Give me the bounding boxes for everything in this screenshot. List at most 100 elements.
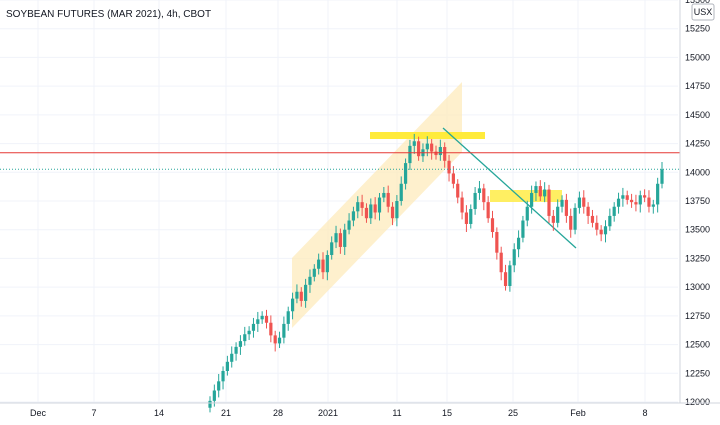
candle-body xyxy=(638,195,642,205)
y-tick-label: 15000 xyxy=(685,52,710,62)
candle xyxy=(217,373,221,398)
x-tick-label: Dec xyxy=(30,408,47,418)
candle-body xyxy=(338,233,342,247)
y-tick-label: 15250 xyxy=(685,24,710,34)
candle xyxy=(338,228,342,254)
candle-body xyxy=(325,254,329,273)
candle xyxy=(499,246,503,281)
candle xyxy=(277,331,282,349)
candle-body xyxy=(477,188,482,193)
candle xyxy=(482,183,486,211)
candle xyxy=(560,195,564,213)
candle xyxy=(660,161,664,189)
candle xyxy=(330,236,334,260)
candle-body xyxy=(582,197,586,207)
candle-body xyxy=(660,169,664,184)
candle xyxy=(417,136,421,161)
candle xyxy=(629,193,634,208)
candle xyxy=(356,196,360,219)
candle-body xyxy=(230,353,234,362)
y-tick-label: 13500 xyxy=(685,225,710,235)
candle xyxy=(321,252,325,280)
y-axis-panel[interactable] xyxy=(680,0,720,425)
candle-body xyxy=(417,141,421,157)
candle xyxy=(360,194,364,216)
candle xyxy=(590,209,595,228)
candle-body xyxy=(460,197,464,213)
currency-button[interactable]: USX xyxy=(691,3,715,21)
candle xyxy=(512,243,516,273)
candle-body xyxy=(569,215,573,230)
candle xyxy=(490,210,495,238)
candle xyxy=(595,215,599,236)
candle xyxy=(395,195,399,227)
candle-body xyxy=(451,173,455,184)
candle-body xyxy=(656,183,660,205)
candle-body xyxy=(321,259,325,273)
y-tick-label: 12000 xyxy=(685,397,710,407)
candle xyxy=(621,187,625,207)
candle-body xyxy=(373,204,377,213)
candle-body xyxy=(399,183,403,201)
candle xyxy=(256,311,260,332)
x-tick-label: 11 xyxy=(392,408,401,418)
y-tick-label: 12750 xyxy=(685,311,710,321)
candle-body xyxy=(395,201,399,219)
candle xyxy=(582,190,586,214)
candle-body xyxy=(403,163,408,184)
candle-body xyxy=(282,323,286,338)
candle xyxy=(525,200,529,227)
candle-body xyxy=(573,207,577,230)
candle-body xyxy=(564,199,568,216)
x-tick-label: 8 xyxy=(642,408,647,418)
candle xyxy=(547,184,551,223)
candle-body xyxy=(234,346,238,354)
candle-body xyxy=(530,192,534,207)
candle-body xyxy=(247,330,251,335)
candle xyxy=(438,139,442,161)
candle-body xyxy=(608,215,612,227)
candle xyxy=(508,260,512,292)
candle-body xyxy=(538,186,542,197)
candle-body xyxy=(603,226,608,235)
x-tick-label: 15 xyxy=(442,408,452,418)
candle xyxy=(247,326,251,340)
candle xyxy=(443,142,447,168)
candle xyxy=(464,205,469,233)
candle xyxy=(221,366,225,390)
candle-body xyxy=(521,220,525,238)
candle xyxy=(269,315,273,343)
candles xyxy=(208,133,664,413)
grid xyxy=(0,0,678,403)
candle xyxy=(643,189,647,203)
y-tick-label: 13000 xyxy=(685,282,710,292)
x-axis: Dec 7 14 21 28 2021 11 15 25 Feb 8 xyxy=(0,402,720,418)
candle xyxy=(456,179,460,204)
candle-body xyxy=(621,195,625,199)
candle xyxy=(460,191,464,220)
currency-label: USX xyxy=(694,7,713,17)
candle-body xyxy=(264,315,269,323)
candle-body xyxy=(508,265,512,286)
candle xyxy=(238,335,243,355)
candle xyxy=(351,206,356,227)
candle-body xyxy=(547,189,551,216)
candle xyxy=(369,198,373,224)
candle xyxy=(564,193,568,223)
candle-body xyxy=(434,151,438,156)
candle-body xyxy=(312,268,316,277)
x-tick-label: Feb xyxy=(570,408,586,418)
candle-body xyxy=(390,206,395,219)
candle xyxy=(477,181,482,200)
resistance-zone xyxy=(370,132,485,139)
support-zone xyxy=(490,190,562,202)
candle-body xyxy=(595,222,599,230)
candle-body xyxy=(625,195,629,200)
candle-body xyxy=(286,311,290,324)
candle-body xyxy=(217,381,221,391)
candle xyxy=(486,196,490,223)
y-tick-label: 13250 xyxy=(685,253,710,263)
candle-body xyxy=(447,160,451,174)
y-axis: 12000 12250 12500 12750 13000 13250 13500 13750… xyxy=(679,0,720,425)
